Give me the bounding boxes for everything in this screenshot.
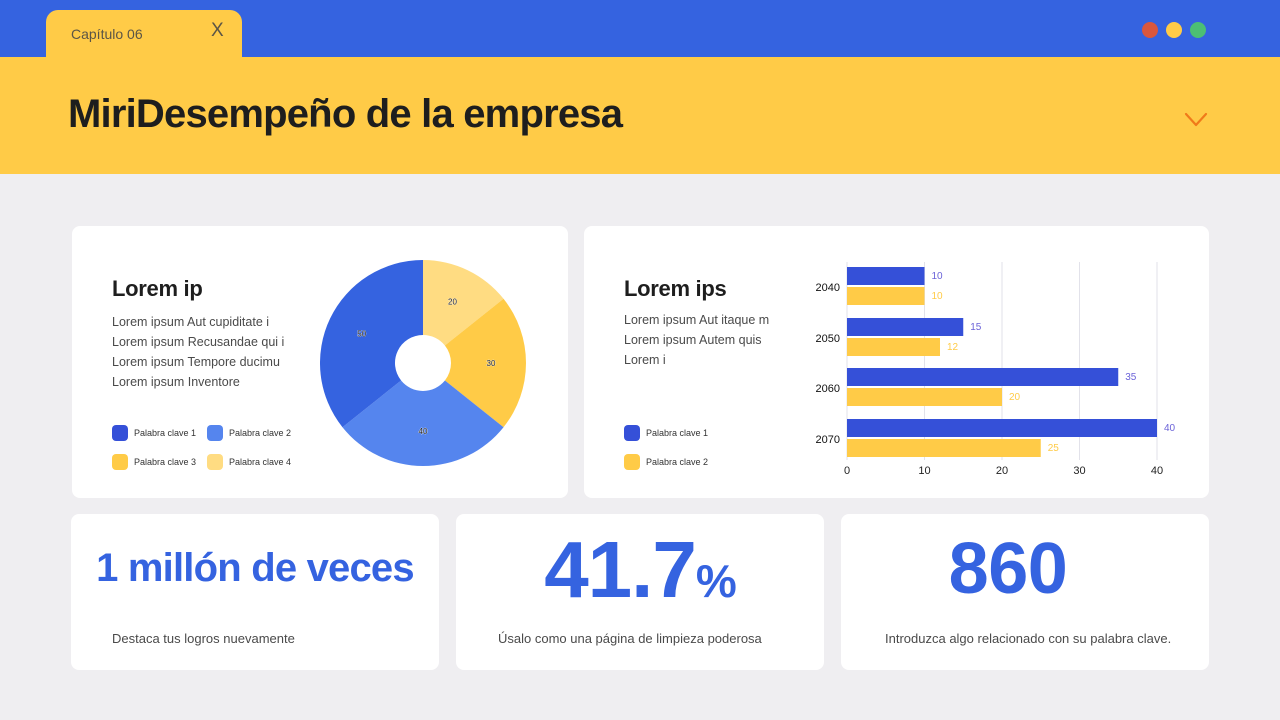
pie-data-label: 20 xyxy=(448,298,457,307)
stat-value: 860 xyxy=(948,529,1068,609)
chevron-down-icon[interactable] xyxy=(1183,111,1209,129)
legend-swatch xyxy=(624,454,640,470)
window-controls xyxy=(1142,22,1206,38)
stat-value: 41.7% xyxy=(456,524,824,616)
legend-swatch xyxy=(112,425,128,441)
legend-item: Palabra clave 4 xyxy=(207,454,291,470)
legend-label: Palabra clave 2 xyxy=(229,428,292,438)
pie-slice xyxy=(444,298,526,428)
horizontal-bar-chart: 0 10 20 30 40 2040 10 10 2050 15 12 2060 35 20 2070 40 2… xyxy=(816,262,1176,477)
x-tick-label: 40 xyxy=(1151,465,1163,477)
card-description: Lorem ipsum Aut itaque m Lorem ipsum Aut… xyxy=(624,310,769,370)
card-title: Lorem ips xyxy=(624,276,727,301)
stat-card: 860 Introduzca algo relacionado con su p… xyxy=(841,514,1209,670)
card-description: Lorem ipsum Aut cupiditate i Lorem ipsum… xyxy=(112,312,284,392)
bar xyxy=(847,338,940,356)
bar-data-label: 15 xyxy=(970,322,982,333)
close-tab-icon[interactable]: X xyxy=(211,20,224,41)
stat-caption: Destaca tus logros nuevamente xyxy=(112,631,295,646)
description-line: Lorem ipsum Aut cupiditate i xyxy=(112,315,270,329)
minimize-dot-icon[interactable] xyxy=(1166,22,1182,38)
x-tick-label: 20 xyxy=(996,465,1008,477)
legend-item: Palabra clave 2 xyxy=(207,425,291,441)
pie-data-label: 50 xyxy=(357,329,366,338)
y-category-label: 2040 xyxy=(816,282,840,294)
description-line: Lorem i xyxy=(624,353,666,367)
stat-caption: Úsalo como una página de limpieza podero… xyxy=(498,631,762,646)
bar xyxy=(847,388,1002,406)
bar-data-label: 25 xyxy=(1048,443,1060,454)
bar xyxy=(847,368,1119,386)
legend-label: Palabra clave 2 xyxy=(646,457,709,467)
pie-chart-card: Lorem ip Lorem ipsum Aut cupiditate i Lo… xyxy=(72,226,568,498)
stat-card: 41.7% Úsalo como una página de limpieza … xyxy=(456,514,824,670)
bar-data-label: 35 xyxy=(1125,372,1137,383)
bar-data-label: 10 xyxy=(932,291,944,302)
description-line: Lorem ipsum Tempore ducimu xyxy=(112,355,280,369)
legend-label: Palabra clave 1 xyxy=(646,428,709,438)
pie-data-label: 40 xyxy=(419,427,428,436)
legend-swatch xyxy=(207,454,223,470)
chapter-tab-label: Capítulo 06 xyxy=(71,26,143,42)
legend-swatch xyxy=(624,425,640,441)
stat-value: 1 millón de veces xyxy=(96,546,414,590)
maximize-dot-icon[interactable] xyxy=(1190,22,1206,38)
top-bar: Capítulo 06 X xyxy=(0,0,1280,60)
bar xyxy=(847,439,1041,457)
legend-item: Palabra clave 1 xyxy=(112,425,196,441)
y-category-label: 2060 xyxy=(816,383,840,395)
legend-label: Palabra clave 3 xyxy=(134,457,197,467)
header: MiriDesempeño de la empresa xyxy=(0,57,1280,174)
description-line: Lorem ipsum Inventore xyxy=(112,375,240,389)
bar xyxy=(847,318,964,336)
legend-item: Palabra clave 1 xyxy=(624,425,708,441)
legend-label: Palabra clave 1 xyxy=(134,428,197,438)
page-title: MiriDesempeño de la empresa xyxy=(68,92,623,136)
pie-slice xyxy=(320,260,423,428)
legend-item: Palabra clave 2 xyxy=(624,454,708,470)
bar xyxy=(847,287,925,305)
description-line: Lorem ipsum Aut itaque m xyxy=(624,313,770,327)
close-dot-icon[interactable] xyxy=(1142,22,1158,38)
bar xyxy=(847,267,925,285)
donut-chart: 20 30 40 50 xyxy=(320,260,526,466)
x-tick-label: 30 xyxy=(1073,465,1085,477)
x-tick-label: 10 xyxy=(918,465,930,477)
stat-caption: Introduzca algo relacionado con su palab… xyxy=(885,631,1172,646)
bar xyxy=(847,419,1157,437)
y-category-label: 2070 xyxy=(816,434,840,446)
bar-data-label: 12 xyxy=(947,342,959,353)
legend-label: Palabra clave 4 xyxy=(229,457,292,467)
legend-swatch xyxy=(112,454,128,470)
pie-slice xyxy=(423,260,504,346)
bar-data-label: 40 xyxy=(1164,423,1176,434)
legend-item: Palabra clave 3 xyxy=(112,454,196,470)
chapter-tab[interactable]: Capítulo 06 X xyxy=(46,10,242,60)
description-line: Lorem ipsum Recusandae qui i xyxy=(112,335,285,349)
legend-swatch xyxy=(207,425,223,441)
pie-data-label: 30 xyxy=(487,359,496,368)
y-category-label: 2050 xyxy=(816,333,840,345)
stat-number: 41.7 xyxy=(544,525,697,614)
bar-data-label: 10 xyxy=(932,271,944,282)
stat-suffix: % xyxy=(695,555,737,607)
bar-data-label: 20 xyxy=(1009,392,1021,403)
card-title: Lorem ip xyxy=(112,276,203,301)
x-tick-label: 0 xyxy=(844,465,850,477)
stat-card: 1 millón de veces Destaca tus logros nue… xyxy=(71,514,439,670)
pie-slice xyxy=(342,380,504,466)
description-line: Lorem ipsum Autem quis xyxy=(624,333,762,347)
bar-chart-card: Lorem ips Lorem ipsum Aut itaque m Lorem… xyxy=(584,226,1209,498)
